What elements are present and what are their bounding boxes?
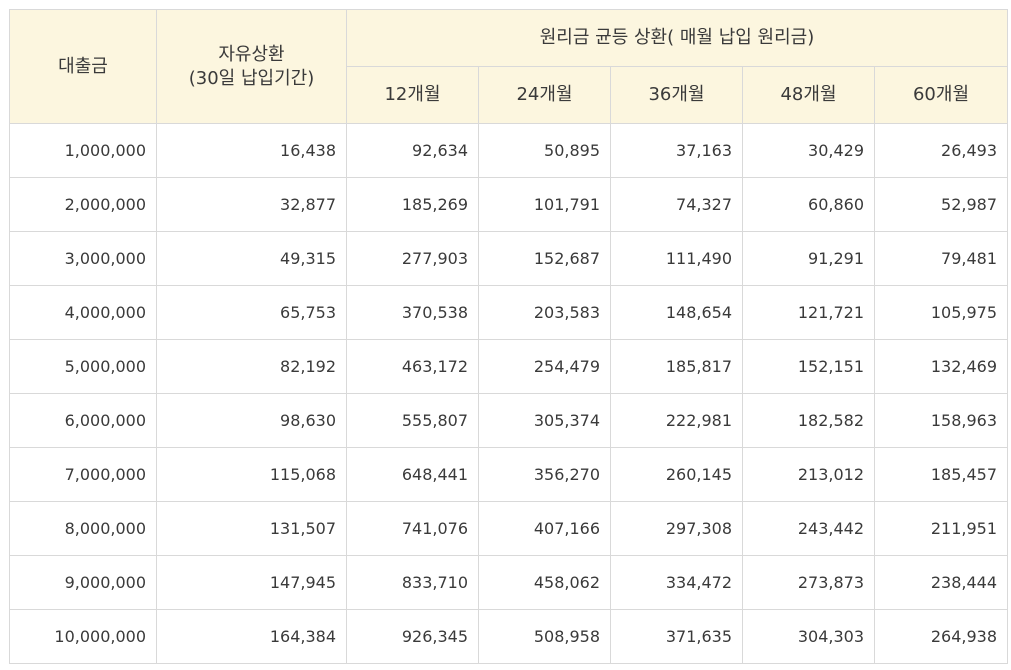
- month-24-cell: 305,374: [478, 393, 611, 448]
- month-60-cell: 211,951: [874, 501, 1008, 556]
- month-24-cell: 50,895: [478, 123, 611, 178]
- header-row-months: 12개월 24개월 36개월 48개월 60개월: [10, 66, 1008, 124]
- free-repayment-cell: 82,192: [156, 339, 347, 394]
- month-48-cell: 304,303: [742, 609, 875, 664]
- month-12-cell: 463,172: [346, 339, 479, 394]
- month-48-cell: 91,291: [742, 231, 875, 286]
- month-24-cell: 101,791: [478, 177, 611, 232]
- loan-amount-cell: 9,000,000: [9, 555, 157, 610]
- table-row: 6,000,000 98,630 555,807 305,374 222,981 182,…: [9, 393, 1008, 448]
- month-36-cell: 222,981: [610, 393, 743, 448]
- table-row: 10,000,000 164,384 926,345 508,958 371,635 30…: [9, 609, 1008, 664]
- month-24-cell: 508,958: [478, 609, 611, 664]
- loan-amount-cell: 7,000,000: [9, 447, 157, 502]
- month-36-cell: 297,308: [610, 501, 743, 556]
- table-row: 3,000,000 49,315 277,903 152,687 111,490 91,2…: [9, 231, 1008, 286]
- month-60-cell: 185,457: [874, 447, 1008, 502]
- repayment-table-container: 대출금 자유상환 (30일 납입기간) 원리금 균등 상환( 매월 납입 원리금…: [9, 9, 1008, 664]
- month-36-cell: 74,327: [610, 177, 743, 232]
- table-row: 1,000,000 16,438 92,634 50,895 37,163 30,429 2…: [9, 123, 1008, 178]
- month-60-cell: 79,481: [874, 231, 1008, 286]
- header-month-60: 60개월: [874, 66, 1008, 124]
- loan-amount-cell: 4,000,000: [9, 285, 157, 340]
- free-repayment-cell: 147,945: [156, 555, 347, 610]
- loan-amount-cell: 8,000,000: [9, 501, 157, 556]
- table-body: 1,000,000 16,438 92,634 50,895 37,163 30,429 2…: [9, 123, 1008, 664]
- month-48-cell: 30,429: [742, 123, 875, 178]
- table-row: 5,000,000 82,192 463,172 254,479 185,817 152,…: [9, 339, 1008, 394]
- free-repayment-cell: 32,877: [156, 177, 347, 232]
- loan-amount-cell: 3,000,000: [9, 231, 157, 286]
- loan-amount-cell: 6,000,000: [9, 393, 157, 448]
- month-24-cell: 152,687: [478, 231, 611, 286]
- month-24-cell: 407,166: [478, 501, 611, 556]
- table-row: 2,000,000 32,877 185,269 101,791 74,327 60,86…: [9, 177, 1008, 232]
- loan-amount-cell: 2,000,000: [9, 177, 157, 232]
- month-36-cell: 148,654: [610, 285, 743, 340]
- month-24-cell: 356,270: [478, 447, 611, 502]
- month-36-cell: 37,163: [610, 123, 743, 178]
- month-12-cell: 277,903: [346, 231, 479, 286]
- loan-amount-cell: 1,000,000: [9, 123, 157, 178]
- month-36-cell: 111,490: [610, 231, 743, 286]
- month-12-cell: 555,807: [346, 393, 479, 448]
- month-36-cell: 260,145: [610, 447, 743, 502]
- header-month-36: 36개월: [610, 66, 743, 124]
- month-36-cell: 185,817: [610, 339, 743, 394]
- month-12-cell: 185,269: [346, 177, 479, 232]
- month-60-cell: 52,987: [874, 177, 1008, 232]
- month-48-cell: 182,582: [742, 393, 875, 448]
- header-free-repayment-line2: (30일 납입기간): [188, 67, 315, 89]
- table-row: 7,000,000 115,068 648,441 356,270 260,145 213…: [9, 447, 1008, 502]
- header-row-top: 대출금 자유상환 (30일 납입기간) 원리금 균등 상환( 매월 납입 원리금…: [9, 9, 1008, 124]
- month-24-cell: 203,583: [478, 285, 611, 340]
- month-12-cell: 648,441: [346, 447, 479, 502]
- month-24-cell: 254,479: [478, 339, 611, 394]
- month-60-cell: 132,469: [874, 339, 1008, 394]
- month-48-cell: 273,873: [742, 555, 875, 610]
- month-36-cell: 371,635: [610, 609, 743, 664]
- free-repayment-cell: 16,438: [156, 123, 347, 178]
- free-repayment-cell: 115,068: [156, 447, 347, 502]
- month-60-cell: 264,938: [874, 609, 1008, 664]
- free-repayment-cell: 49,315: [156, 231, 347, 286]
- table-row: 4,000,000 65,753 370,538 203,583 148,654 121,…: [9, 285, 1008, 340]
- free-repayment-cell: 131,507: [156, 501, 347, 556]
- month-60-cell: 105,975: [874, 285, 1008, 340]
- free-repayment-cell: 65,753: [156, 285, 347, 340]
- repayment-table: 대출금 자유상환 (30일 납입기간) 원리금 균등 상환( 매월 납입 원리금…: [9, 9, 1008, 664]
- header-month-24: 24개월: [478, 66, 611, 124]
- header-equal-repayment-group: 원리금 균등 상환( 매월 납입 원리금): [346, 9, 1008, 67]
- header-free-repayment: 자유상환 (30일 납입기간): [156, 9, 347, 124]
- free-repayment-cell: 164,384: [156, 609, 347, 664]
- month-60-cell: 158,963: [874, 393, 1008, 448]
- header-month-12: 12개월: [346, 66, 479, 124]
- month-12-cell: 741,076: [346, 501, 479, 556]
- month-48-cell: 121,721: [742, 285, 875, 340]
- month-12-cell: 833,710: [346, 555, 479, 610]
- header-month-48: 48개월: [742, 66, 875, 124]
- table-row: 9,000,000 147,945 833,710 458,062 334,472 273…: [9, 555, 1008, 610]
- month-12-cell: 370,538: [346, 285, 479, 340]
- table-row: 8,000,000 131,507 741,076 407,166 297,308 243…: [9, 501, 1008, 556]
- header-loan-amount: 대출금: [9, 9, 157, 124]
- month-36-cell: 334,472: [610, 555, 743, 610]
- month-48-cell: 243,442: [742, 501, 875, 556]
- month-24-cell: 458,062: [478, 555, 611, 610]
- loan-amount-cell: 5,000,000: [9, 339, 157, 394]
- month-60-cell: 26,493: [874, 123, 1008, 178]
- month-60-cell: 238,444: [874, 555, 1008, 610]
- loan-amount-cell: 10,000,000: [9, 609, 157, 664]
- header-free-repayment-line1: 자유상환: [218, 43, 285, 65]
- month-12-cell: 926,345: [346, 609, 479, 664]
- month-48-cell: 60,860: [742, 177, 875, 232]
- free-repayment-cell: 98,630: [156, 393, 347, 448]
- month-48-cell: 152,151: [742, 339, 875, 394]
- month-48-cell: 213,012: [742, 447, 875, 502]
- month-12-cell: 92,634: [346, 123, 479, 178]
